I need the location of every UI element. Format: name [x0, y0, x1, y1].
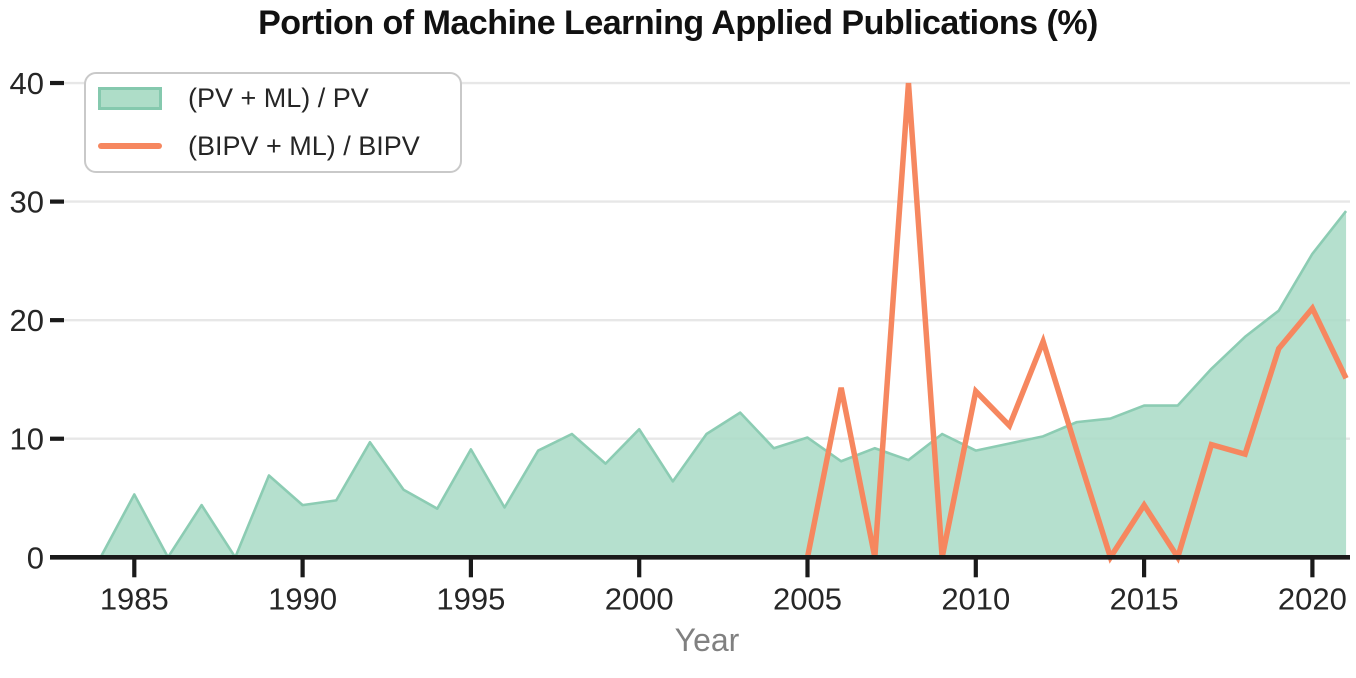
legend-label-bipv-ml: (BIPV + ML) / BIPV: [188, 130, 420, 161]
x-tick-label: 1995: [436, 581, 505, 616]
bipv-ml-line: [804, 82, 1349, 564]
area-swatch-icon: [98, 87, 162, 111]
y-tick-label: 40: [10, 66, 44, 101]
y-tick-label: 20: [10, 303, 44, 338]
legend-item-bipv-ml: (BIPV + ML) / BIPV: [86, 123, 460, 169]
pv-ml-area-outline: [99, 210, 1348, 559]
legend-item-pv-ml: (PV + ML) / PV: [86, 76, 460, 122]
x-tick-label: 2000: [605, 581, 674, 616]
x-axis-label: Year: [674, 622, 740, 658]
x-tick-label: 2010: [941, 581, 1010, 616]
chart-title: Portion of Machine Learning Applied Publ…: [258, 4, 1098, 42]
x-tick-label: 2020: [1278, 581, 1347, 616]
pv-ml-area: [100, 211, 1347, 558]
legend-label-pv-ml: (PV + ML) / PV: [188, 83, 369, 114]
x-tick-label: 2015: [1110, 581, 1179, 616]
x-tick-label: 1985: [100, 581, 169, 616]
line-swatch-icon: [98, 143, 162, 150]
y-tick-label: 0: [27, 540, 44, 575]
legend: (PV + ML) / PV (BIPV + ML) / BIPV: [84, 72, 462, 173]
y-tick-label: 30: [10, 185, 44, 220]
y-tick-label: 10: [10, 422, 44, 457]
x-tick-label: 1990: [268, 581, 337, 616]
x-tick-label: 2005: [773, 581, 842, 616]
